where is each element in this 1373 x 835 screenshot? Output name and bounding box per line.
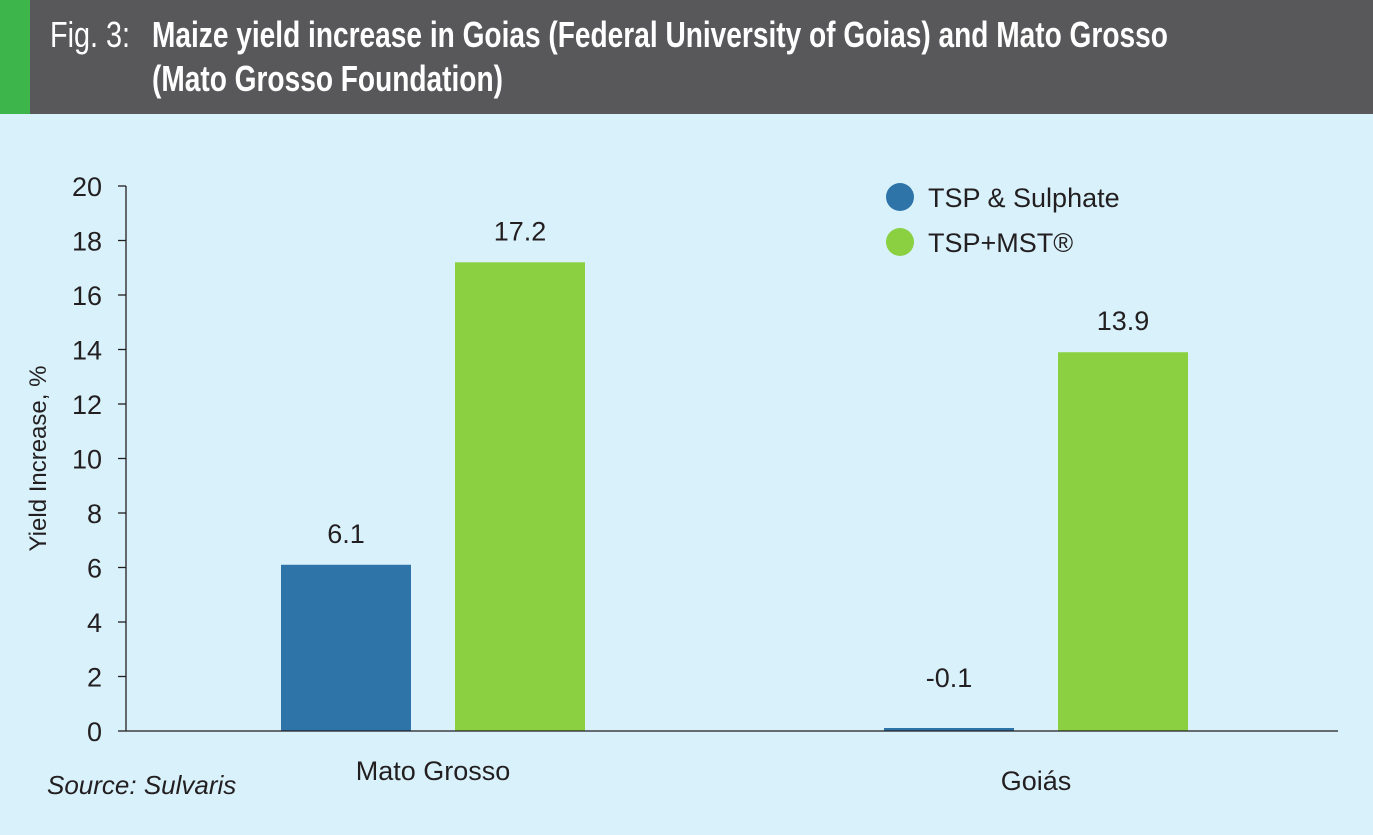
legend-label: TSP & Sulphate	[928, 183, 1120, 213]
y-tick-label: 14	[72, 336, 102, 366]
y-tick-label: 2	[87, 663, 102, 693]
legend-label: TSP+MST®	[928, 228, 1073, 258]
data-label: 6.1	[327, 519, 365, 549]
figure-header: Fig. 3: Maize yield increase in Goias (F…	[0, 0, 1373, 114]
figure-title-line-2: (Mato Grosso Foundation)	[152, 58, 503, 99]
data-label: 13.9	[1097, 306, 1150, 336]
y-tick-label: 20	[72, 172, 102, 202]
header-accent-bar	[0, 0, 30, 114]
y-tick-label: 0	[87, 717, 102, 747]
y-axis-title: Yield Increase, %	[25, 366, 52, 552]
x-category-label: Mato Grosso	[356, 756, 511, 786]
figure-number: Fig. 3:	[50, 14, 131, 55]
legend-swatch	[886, 228, 914, 256]
bar-tsp-sulphate	[281, 564, 411, 731]
y-tick-label: 6	[87, 554, 102, 584]
y-tick-label: 16	[72, 281, 102, 311]
data-label: 17.2	[494, 216, 547, 246]
legend-swatch	[886, 183, 914, 211]
figure-title-line-1: Maize yield increase in Goias (Federal U…	[152, 14, 1168, 55]
y-tick-label: 10	[72, 445, 102, 475]
y-tick-label: 8	[87, 499, 102, 529]
bar-tsp-mst	[455, 262, 585, 731]
y-tick-label: 18	[72, 227, 102, 257]
source-note: Source: Sulvaris	[47, 770, 237, 800]
bar-tsp-mst	[1058, 352, 1188, 731]
data-label: -0.1	[926, 663, 973, 693]
x-category-label: Goiás	[1001, 766, 1072, 796]
y-tick-label: 4	[87, 608, 102, 638]
y-tick-label: 12	[72, 390, 102, 420]
bar-tsp-sulphate	[884, 728, 1014, 731]
